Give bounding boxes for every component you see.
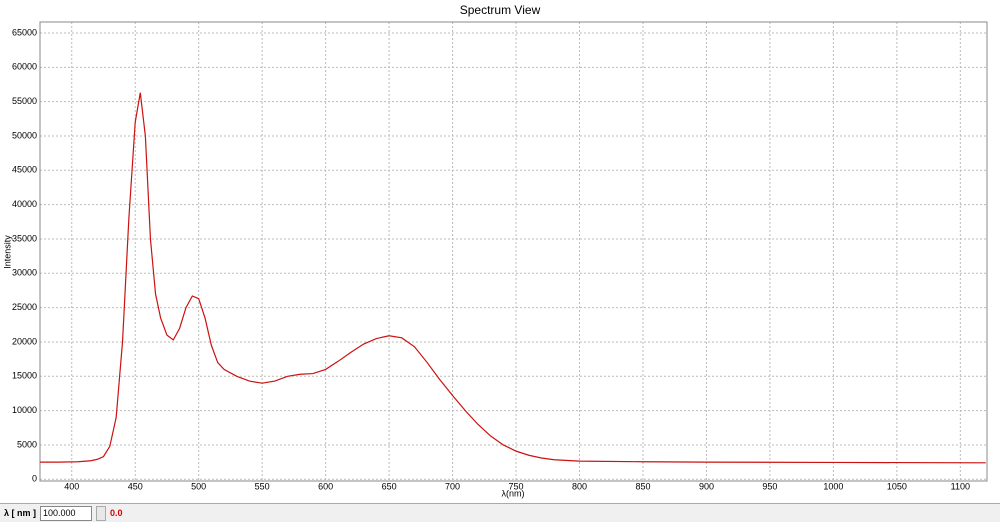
y-tick-label: 0 xyxy=(32,474,37,484)
y-tick-label: 65000 xyxy=(12,27,37,37)
spectrum-line xyxy=(40,92,986,464)
x-tick-label: 500 xyxy=(191,481,206,491)
y-tick-label: 50000 xyxy=(12,130,37,140)
background xyxy=(0,0,1000,503)
chart: Spectrum View Intensity λ(nm) 0 5000 10000… xyxy=(0,0,1000,503)
spinner[interactable] xyxy=(96,505,107,521)
x-tick-label: 400 xyxy=(64,481,79,491)
toolbar: λ [ nm ] 100.000 0.0 xyxy=(0,503,1000,522)
x-tick-label: 650 xyxy=(382,481,397,491)
x-tick-label: 700 xyxy=(445,481,460,491)
y-tick-label: 30000 xyxy=(12,268,37,278)
y-tick-label: 55000 xyxy=(12,96,37,106)
y-tick-label: 15000 xyxy=(12,371,37,381)
y-tick-label: 5000 xyxy=(17,439,37,449)
x-tick-label: 600 xyxy=(318,481,333,491)
x-tick-label: 950 xyxy=(762,481,777,491)
x-axis-label: λ(nm) xyxy=(502,488,525,498)
y-axis-label: Intensity xyxy=(2,235,12,269)
wavelength-input[interactable]: 100.000 xyxy=(40,505,93,521)
x-tick-label: 1000 xyxy=(823,481,843,491)
field-label: λ [ nm ] xyxy=(4,508,37,518)
y-tick-label: 10000 xyxy=(12,405,37,415)
chart-title: Spectrum View xyxy=(460,3,541,17)
plot-frame xyxy=(39,21,988,482)
y-tick-label: 35000 xyxy=(12,233,37,243)
y-tick-label: 40000 xyxy=(12,199,37,209)
x-tick-label: 850 xyxy=(635,481,650,491)
y-tick-label: 20000 xyxy=(12,336,37,346)
y-tick-label: 25000 xyxy=(12,302,37,312)
x-tick-label: 900 xyxy=(699,481,714,491)
x-tick-label: 750 xyxy=(509,481,524,491)
x-tick-label: 1100 xyxy=(951,481,970,491)
x-tick-label: 1050 xyxy=(887,481,907,491)
x-tick-label: 550 xyxy=(255,481,270,491)
x-tick-label: 800 xyxy=(572,481,587,491)
y-tick-label: 60000 xyxy=(12,62,37,72)
x-tick-label: 450 xyxy=(128,481,143,491)
y-tick-label: 45000 xyxy=(12,165,37,175)
readout: 0.0 xyxy=(110,508,123,518)
